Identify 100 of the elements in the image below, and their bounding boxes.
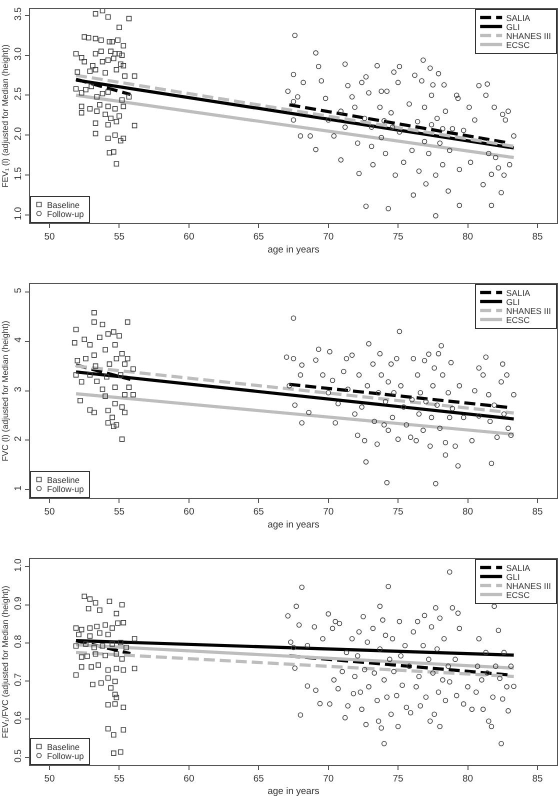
point bbox=[78, 664, 84, 670]
point bbox=[124, 644, 129, 650]
legend-label: ECSC bbox=[506, 314, 530, 325]
point bbox=[97, 334, 102, 340]
point bbox=[114, 651, 120, 657]
point bbox=[91, 319, 97, 325]
point bbox=[73, 326, 79, 332]
point bbox=[110, 625, 115, 631]
point bbox=[82, 594, 88, 600]
point bbox=[111, 329, 116, 335]
y-tick-label: 3.0 bbox=[13, 47, 24, 60]
point bbox=[82, 336, 88, 342]
point bbox=[130, 366, 136, 372]
point bbox=[124, 319, 130, 325]
point bbox=[97, 630, 102, 636]
legend-label: Baseline bbox=[47, 474, 80, 485]
point bbox=[91, 410, 97, 416]
x-axis-title: age in years bbox=[268, 520, 320, 531]
point bbox=[120, 727, 126, 733]
point bbox=[118, 749, 124, 755]
x-tick-label: 75 bbox=[392, 506, 404, 518]
y-tick-label: 0.5 bbox=[13, 749, 24, 763]
x-tick-label: 75 bbox=[392, 773, 404, 784]
y-tick-label: 3.5 bbox=[13, 7, 24, 21]
y-axis-title: FEV₁ (l) (adjusted for Median (height)) bbox=[0, 44, 10, 188]
legend-label: Follow-up bbox=[47, 484, 84, 494]
point bbox=[73, 625, 79, 631]
y-tick-label: 0.7 bbox=[13, 673, 24, 686]
point bbox=[94, 378, 100, 384]
point bbox=[104, 374, 110, 380]
point bbox=[105, 726, 111, 732]
point bbox=[120, 620, 126, 626]
point bbox=[111, 750, 116, 756]
point bbox=[106, 361, 112, 367]
point bbox=[78, 379, 84, 385]
point bbox=[122, 410, 128, 416]
point bbox=[116, 333, 122, 339]
point bbox=[74, 358, 80, 364]
point bbox=[73, 672, 79, 678]
point bbox=[114, 422, 120, 428]
point bbox=[112, 384, 118, 390]
point bbox=[83, 356, 88, 362]
point bbox=[106, 598, 112, 604]
y-axis-title: FEV₁/FVC (adjusted for Median (height)) bbox=[0, 586, 10, 738]
x-tick-label: 50 bbox=[44, 506, 55, 518]
point bbox=[114, 610, 120, 616]
point bbox=[84, 654, 90, 659]
point bbox=[87, 372, 93, 378]
point bbox=[115, 620, 120, 626]
y-tick-label: 2.5 bbox=[13, 87, 24, 100]
point bbox=[90, 682, 96, 688]
point bbox=[110, 414, 115, 420]
x-tick-label: 60 bbox=[184, 506, 194, 518]
y-tick-label: 1 bbox=[13, 486, 24, 491]
y-axis-title: FVC (l) (adjusted for Median (height)) bbox=[0, 320, 10, 462]
point bbox=[86, 606, 92, 612]
point bbox=[87, 633, 93, 639]
legend-label: ECSC bbox=[506, 40, 530, 50]
x-tick-label: 70 bbox=[323, 506, 334, 518]
point bbox=[112, 692, 118, 698]
legend-label: Baseline bbox=[47, 200, 80, 210]
point bbox=[122, 392, 128, 398]
legend-label: GLI bbox=[506, 22, 520, 32]
legend-label: NHANES III bbox=[506, 30, 551, 41]
y-tick-label: 1.5 bbox=[13, 167, 24, 180]
point bbox=[114, 356, 120, 362]
point bbox=[112, 678, 118, 684]
point bbox=[92, 600, 98, 606]
legend-label: Follow-up bbox=[47, 750, 84, 761]
legend-label: NHANES III bbox=[506, 580, 551, 591]
point bbox=[87, 596, 93, 602]
x-tick-label: 65 bbox=[253, 231, 264, 242]
point bbox=[73, 372, 79, 378]
point bbox=[105, 408, 111, 414]
point bbox=[102, 622, 108, 628]
point bbox=[83, 641, 88, 647]
point bbox=[118, 640, 124, 646]
point bbox=[73, 643, 79, 649]
point bbox=[124, 356, 130, 362]
point bbox=[105, 675, 111, 681]
point bbox=[87, 625, 93, 631]
legend-label: ECSC bbox=[506, 590, 530, 600]
x-tick-label: 65 bbox=[253, 773, 264, 784]
legend-label: NHANES III bbox=[506, 306, 551, 316]
point bbox=[112, 400, 118, 406]
point bbox=[92, 651, 98, 657]
point bbox=[119, 602, 125, 608]
point bbox=[98, 680, 104, 686]
point bbox=[132, 666, 138, 672]
point bbox=[100, 643, 106, 649]
y-tick-label: 2.0 bbox=[13, 127, 24, 140]
point bbox=[72, 340, 78, 346]
point bbox=[120, 704, 126, 710]
legend-label: GLI bbox=[506, 572, 520, 582]
y-tick-label: 1.0 bbox=[13, 558, 24, 572]
y-tick-label: 0.9 bbox=[13, 596, 24, 610]
point bbox=[111, 424, 116, 429]
point bbox=[112, 342, 118, 348]
point bbox=[114, 666, 120, 672]
point bbox=[120, 667, 126, 673]
